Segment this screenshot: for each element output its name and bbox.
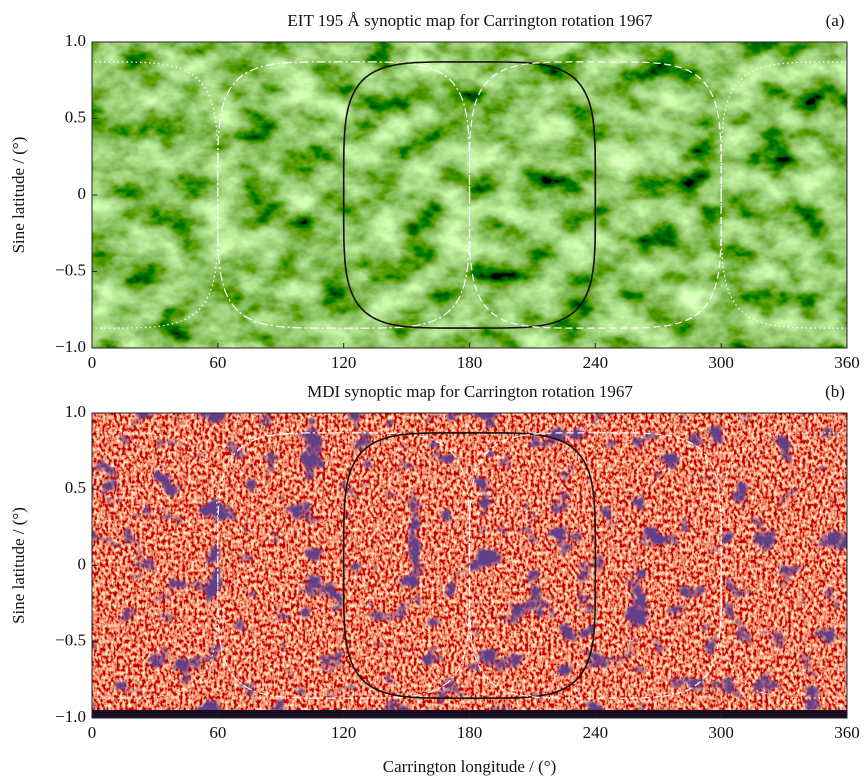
x-tick-label: 180	[457, 353, 483, 372]
y-tick-label: 0.5	[65, 107, 86, 126]
x-tick-label: 300	[708, 353, 734, 372]
x-tick-label: 0	[88, 723, 97, 742]
limb-contour	[217, 432, 471, 699]
y-axis-label: Sine latitude / (°)	[9, 507, 28, 624]
y-tick-label: −0.5	[55, 260, 86, 279]
y-tick-label: 0.5	[65, 478, 86, 497]
y-tick-label: −1.0	[55, 337, 86, 356]
map-area	[92, 42, 847, 348]
limb-contour	[468, 61, 722, 329]
x-tick-label: 120	[331, 723, 357, 742]
y-tick-label: −0.5	[55, 631, 86, 650]
map-area	[92, 413, 847, 718]
y-axis-label: Sine latitude / (°)	[9, 137, 28, 254]
y-tick-label: 1.0	[65, 402, 86, 421]
x-tick-label: 240	[583, 723, 609, 742]
limb-contour	[217, 61, 471, 329]
y-tick-label: 1.0	[65, 31, 86, 50]
x-axis-label: Carrington longitude / (°)	[383, 757, 556, 776]
limb-contour	[92, 61, 219, 329]
y-tick-label: 0	[78, 184, 87, 203]
y-tick-label: −1.0	[55, 707, 86, 726]
x-tick-label: 360	[834, 723, 860, 742]
x-tick-label: 60	[209, 723, 226, 742]
x-tick-label: 120	[331, 353, 357, 372]
limb-contour	[720, 61, 847, 329]
limb-contour	[92, 432, 219, 699]
y-tick-label: 0	[78, 554, 87, 573]
x-tick-label: 240	[583, 353, 609, 372]
panel-label: (a)	[826, 11, 845, 30]
limb-contour	[468, 432, 722, 699]
limb-contour	[720, 432, 847, 699]
x-tick-label: 360	[834, 353, 860, 372]
x-tick-label: 180	[457, 723, 483, 742]
chart-title: MDI synoptic map for Carrington rotation…	[307, 382, 633, 401]
x-tick-label: 300	[708, 723, 734, 742]
limb-contour	[342, 431, 597, 700]
x-tick-label: 60	[209, 353, 226, 372]
limb-contour	[342, 61, 597, 329]
panel-label: (b)	[825, 382, 845, 401]
chart-title: EIT 195 Å synoptic map for Carrington ro…	[287, 11, 653, 30]
x-tick-label: 0	[88, 353, 97, 372]
